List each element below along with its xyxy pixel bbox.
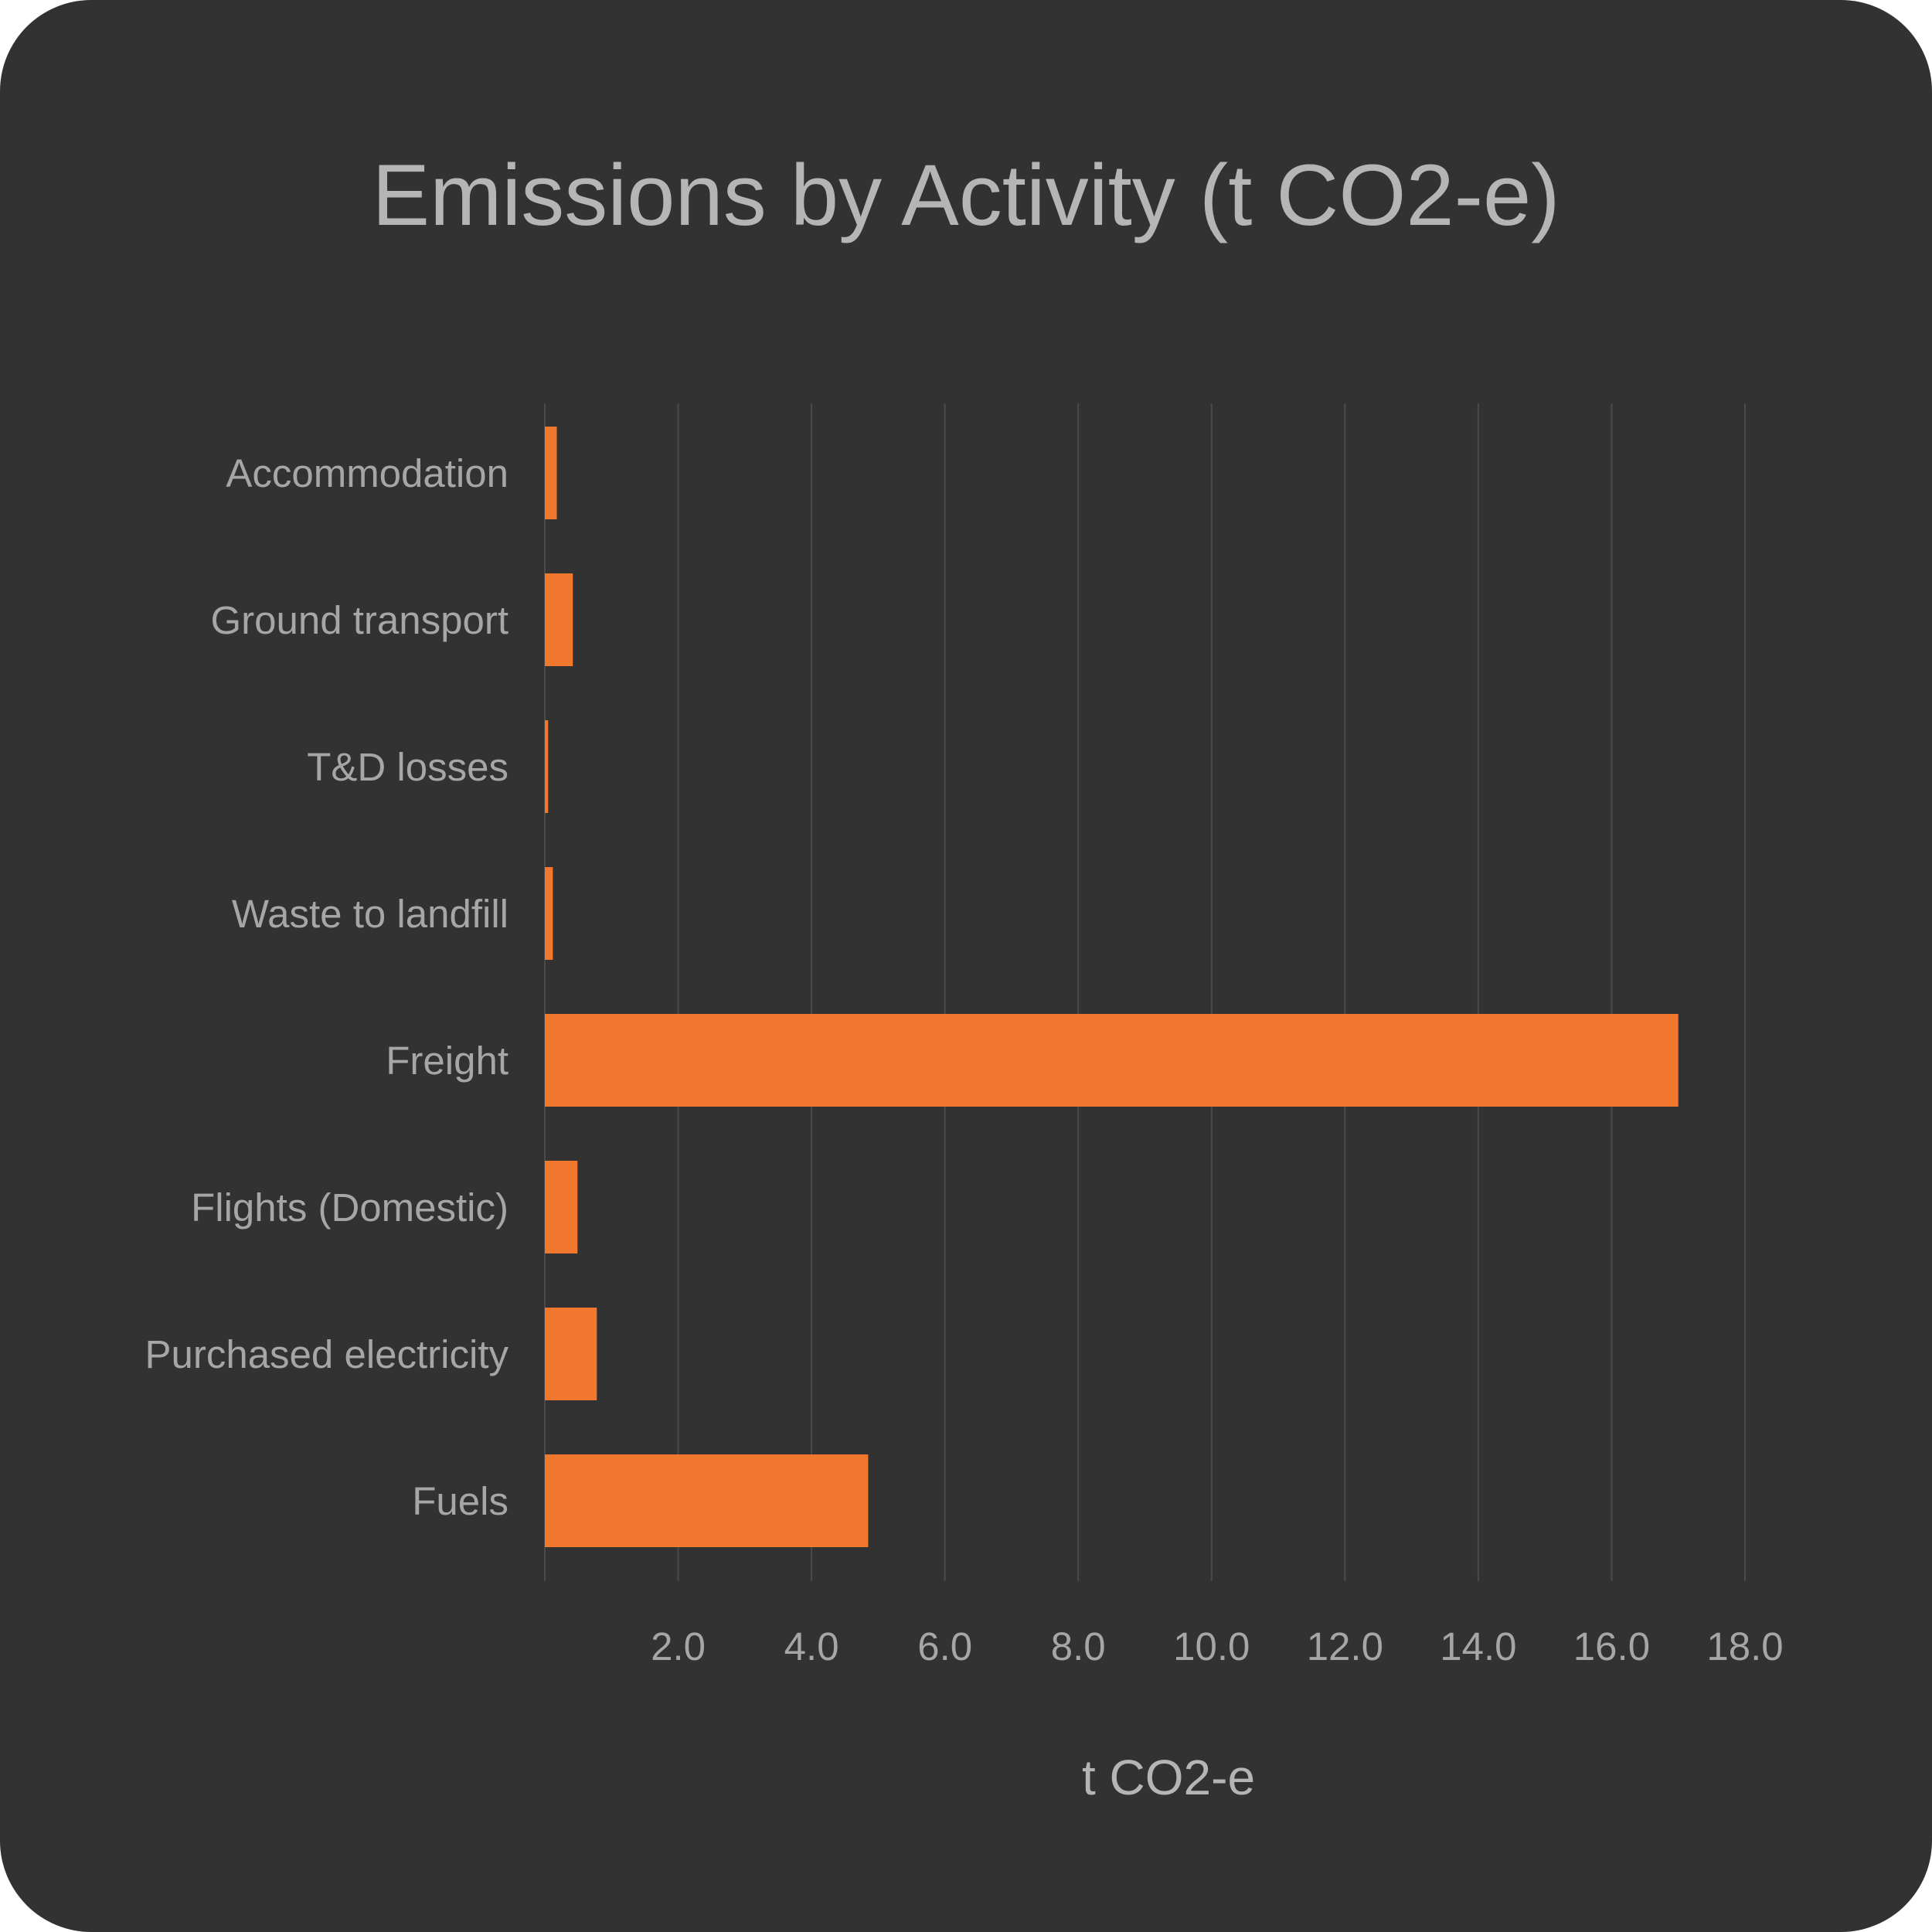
bar [545, 867, 553, 960]
bar [545, 720, 549, 813]
bar [545, 1161, 578, 1253]
bar [545, 1454, 869, 1547]
x-tick-label: 12.0 [1307, 1624, 1383, 1668]
x-tick-label: 18.0 [1706, 1624, 1783, 1668]
bar [545, 1308, 597, 1400]
category-label: Accommodation [226, 451, 509, 495]
x-tick-label: 2.0 [651, 1624, 706, 1668]
category-label: Waste to landfill [232, 892, 509, 936]
x-tick-label: 10.0 [1173, 1624, 1250, 1668]
category-label: Freight [386, 1039, 509, 1083]
category-labels: Accommodation Ground transport T&D losses W… [145, 451, 509, 1523]
bar [545, 427, 557, 519]
gridlines [544, 403, 1746, 1581]
category-label: Purchased electricity [145, 1332, 509, 1376]
category-label: Ground transport [210, 598, 509, 642]
category-label: Flights (Domestic) [191, 1185, 509, 1230]
category-label: T&D losses [307, 745, 509, 789]
x-tick-label: 4.0 [784, 1624, 839, 1668]
bars [545, 427, 1679, 1547]
category-label: Fuels [412, 1479, 509, 1523]
x-tick-label: 8.0 [1051, 1624, 1106, 1668]
x-tick-label: 6.0 [917, 1624, 972, 1668]
x-axis-title: t CO2-e [1082, 1750, 1255, 1805]
x-tick-label: 14.0 [1440, 1624, 1516, 1668]
bar [545, 573, 573, 666]
bar [545, 1014, 1679, 1107]
chart-title: Emissions by Activity (t CO2-e) [372, 147, 1560, 243]
x-tick-labels: 2.0 4.0 6.0 8.0 10.0 12.0 14.0 16.0 18.0 [651, 1624, 1784, 1668]
x-tick-label: 16.0 [1573, 1624, 1650, 1668]
